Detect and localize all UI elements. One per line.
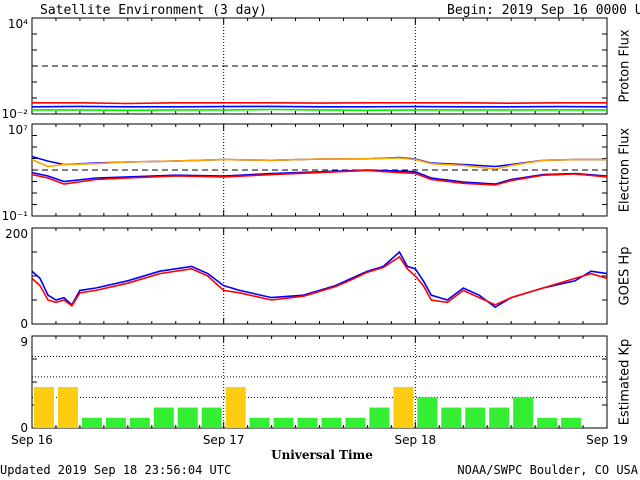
y-tick-label-top: 9 (20, 335, 28, 349)
kp-bar (81, 417, 102, 428)
series-line-green-2 (32, 108, 607, 112)
kp-bar (105, 417, 126, 428)
series-line-blue-0 (31, 250, 608, 309)
series-line-red-0 (32, 102, 607, 105)
kp-bar (393, 387, 414, 428)
x-tick-label: Sep 18 (394, 433, 436, 447)
begin-time: Begin: 2019 Sep 16 0000 UTC (447, 3, 640, 18)
updated-timestamp: Updated 2019 Sep 18 23:56:04 UTC (0, 463, 231, 477)
y-axis-label: Proton Flux (618, 29, 633, 102)
kp-bar (297, 417, 318, 428)
kp-bar (489, 407, 510, 428)
panel-frame (31, 227, 608, 325)
y-tick-label-bottom: 0 (20, 317, 28, 331)
y-tick-label-top: 200 (5, 227, 28, 241)
y-axis-label: Estimated Kp (618, 339, 633, 426)
x-axis-label: Universal Time (271, 448, 373, 462)
kp-bar (537, 417, 558, 428)
series-line-red-1 (31, 255, 608, 307)
x-tick-label: Sep 16 (11, 433, 53, 447)
x-tick-label: Sep 17 (203, 433, 245, 447)
kp-bar (225, 387, 246, 428)
series-line-blue-0 (31, 155, 607, 168)
panels: 10⁴ 10⁻² Proton Flux 10⁷ 10⁻¹ Electron Flux 20… (2, 17, 633, 435)
series-line-orange-1 (31, 157, 607, 170)
kp-bar (129, 417, 150, 428)
panel-frame (31, 123, 608, 217)
series-line-red-3 (31, 169, 608, 186)
kp-bar (177, 407, 198, 428)
x-tick-label: Sep 19 (586, 433, 628, 447)
kp-bar (153, 407, 174, 428)
credit-text: NOAA/SWPC Boulder, CO USA (457, 463, 638, 477)
panel-frame (31, 17, 608, 115)
chart-title: Satellite Environment (3 day) (40, 3, 267, 18)
y-tick-label-bottom: 10⁻² (2, 107, 29, 121)
kp-bar (513, 397, 534, 428)
kp-bar (369, 407, 390, 428)
kp-bar (201, 407, 222, 428)
kp-bar (417, 397, 438, 428)
y-tick-label-top: 10⁷ (8, 123, 28, 137)
kp-bar (441, 407, 462, 428)
kp-bar (57, 387, 78, 428)
kp-bar (249, 417, 270, 428)
kp-bar (465, 407, 486, 428)
kp-bar (34, 387, 54, 428)
y-tick-label-bottom: 0 (20, 421, 28, 435)
kp-bar (321, 417, 342, 428)
y-axis-label: GOES Hp (618, 247, 633, 306)
kp-bar (273, 417, 294, 428)
y-tick-label-bottom: 10⁻¹ (2, 209, 29, 223)
kp-bar (561, 417, 582, 428)
y-tick-label-top: 10⁴ (8, 17, 28, 31)
kp-bar (345, 417, 366, 428)
y-axis-label: Electron Flux (618, 127, 633, 212)
